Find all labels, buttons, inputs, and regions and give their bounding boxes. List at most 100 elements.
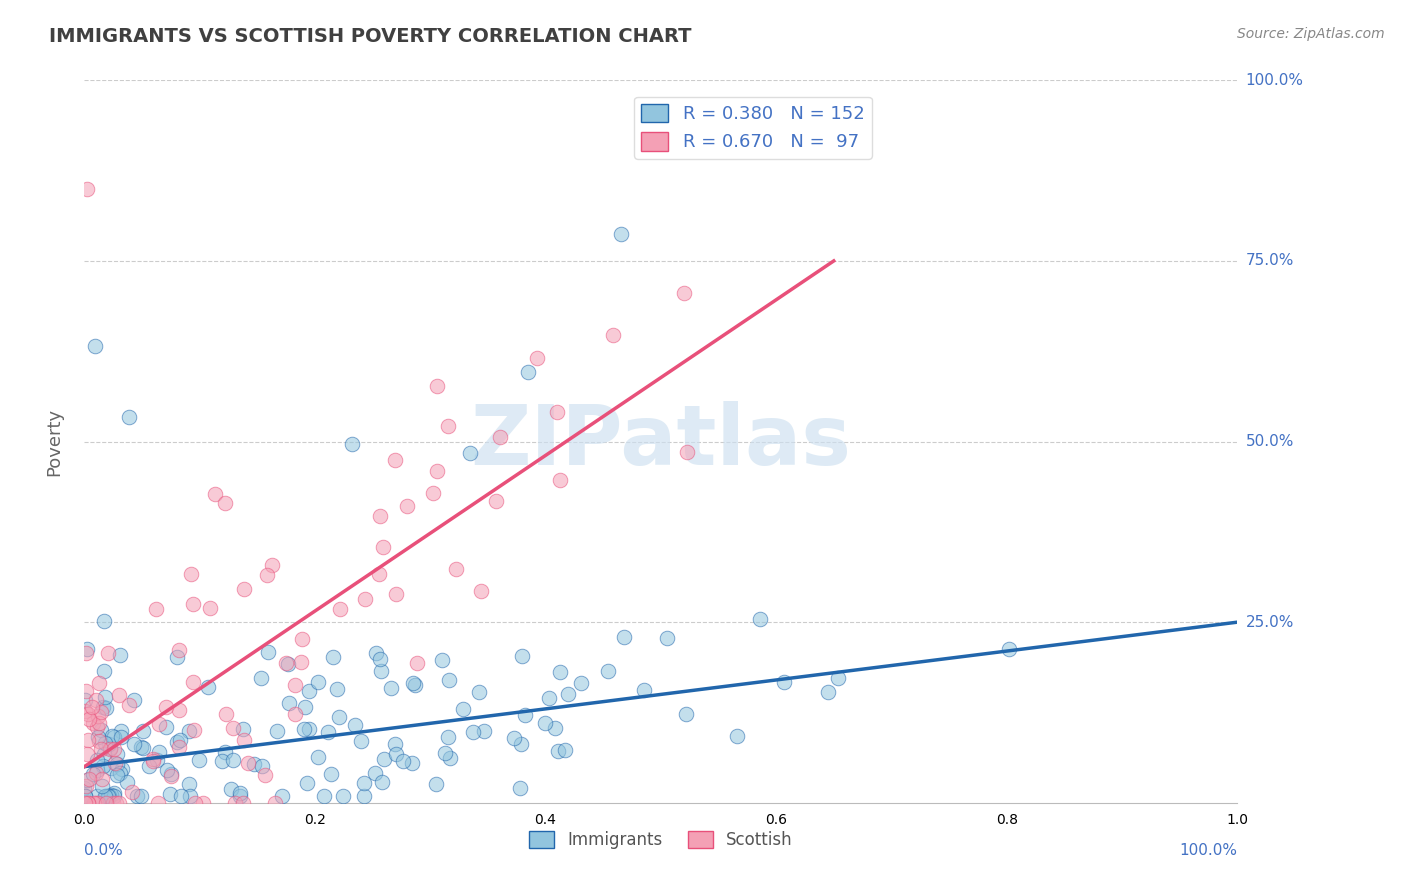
Point [132, 724, 155, 739]
Point [108, 766, 131, 780]
Point [169, 732, 191, 747]
Point [180, 566, 202, 581]
Point [657, 631, 679, 645]
Point [122, 737, 145, 751]
Point [307, 675, 329, 690]
Point [188, 753, 211, 767]
Point [343, 718, 366, 732]
Point [183, 723, 205, 737]
Point [291, 632, 314, 647]
Point [439, 750, 461, 764]
Point [298, 684, 321, 698]
Point [328, 710, 350, 724]
Point [104, 756, 127, 771]
Point [547, 744, 569, 758]
Point [353, 789, 375, 803]
Point [332, 789, 354, 803]
Point [75, 683, 97, 698]
Point [250, 671, 273, 685]
Text: 25.0%: 25.0% [1246, 615, 1294, 630]
Point [73, 780, 96, 795]
Point [266, 724, 288, 739]
Point [76, 733, 98, 747]
Point [290, 656, 312, 670]
Point [395, 499, 418, 513]
Point [148, 745, 170, 759]
Point [546, 405, 568, 419]
Point [222, 753, 245, 767]
Point [82, 767, 104, 781]
Point [82, 716, 104, 731]
Y-axis label: Poverty: Poverty [45, 408, 63, 475]
Point [73, 704, 96, 718]
Point [169, 740, 191, 755]
Point [437, 673, 460, 687]
Point [675, 445, 697, 459]
Point [204, 487, 226, 501]
Point [264, 796, 287, 810]
Point [122, 692, 145, 706]
Point [468, 684, 491, 698]
Point [103, 742, 125, 756]
Point [73, 693, 96, 707]
Point [91, 772, 114, 786]
Text: 75.0%: 75.0% [1246, 253, 1294, 268]
Point [110, 730, 132, 744]
Point [90, 723, 112, 737]
Point [314, 789, 336, 803]
Point [193, 796, 215, 810]
Point [380, 681, 402, 695]
Point [86, 720, 108, 734]
Point [87, 796, 110, 810]
Point [550, 473, 572, 487]
Point [184, 796, 207, 810]
Point [271, 789, 294, 803]
Point [87, 734, 110, 748]
Point [364, 766, 387, 780]
Point [118, 410, 141, 425]
Point [146, 754, 169, 768]
Point [250, 759, 273, 773]
Point [384, 587, 406, 601]
Point [214, 745, 236, 759]
Point [422, 485, 444, 500]
Point [509, 737, 531, 751]
Point [125, 789, 148, 803]
Point [725, 729, 748, 743]
Point [93, 747, 115, 761]
Point [610, 227, 633, 241]
Point [827, 672, 849, 686]
Point [366, 646, 388, 660]
Point [406, 657, 429, 671]
Point [93, 664, 115, 678]
Point [602, 328, 624, 343]
Point [84, 693, 107, 707]
Point [571, 676, 593, 690]
Point [76, 796, 98, 810]
Point [76, 642, 98, 657]
Point [94, 736, 117, 750]
Point [105, 747, 128, 761]
Point [115, 775, 138, 789]
Point [548, 665, 571, 679]
Point [294, 699, 316, 714]
Point [105, 768, 128, 782]
Point [177, 724, 200, 739]
Text: 0.0%: 0.0% [84, 843, 124, 857]
Point [307, 749, 329, 764]
Point [256, 568, 278, 582]
Point [472, 724, 495, 739]
Point [103, 730, 125, 744]
Point [159, 787, 181, 801]
Point [108, 648, 131, 662]
Point [98, 741, 121, 756]
Point [340, 436, 363, 450]
Point [148, 716, 170, 731]
Point [76, 773, 98, 788]
Point [104, 796, 127, 810]
Point [224, 796, 246, 810]
Point [446, 562, 468, 576]
Point [90, 741, 112, 756]
Point [118, 698, 141, 712]
Point [433, 746, 456, 760]
